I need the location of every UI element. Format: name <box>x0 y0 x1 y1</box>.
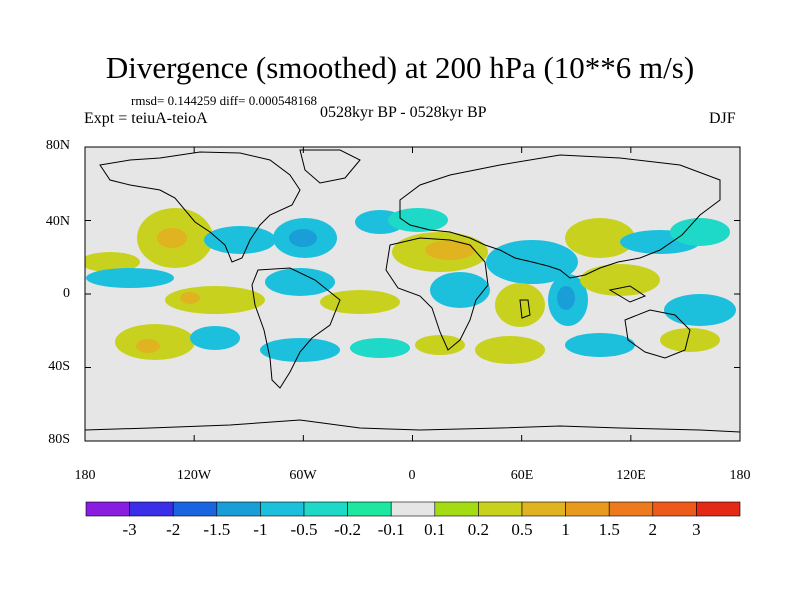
colorbar-box <box>216 501 261 517</box>
divergence-blob <box>425 240 475 260</box>
colorbar-label: 0.2 <box>467 520 490 539</box>
colorbar-box <box>696 501 741 517</box>
colorbar-box <box>85 501 130 517</box>
colorbar-label: -0.5 <box>290 520 318 539</box>
colorbar-label: -0.2 <box>334 520 362 539</box>
x-tick-label: 60W <box>289 468 317 483</box>
x-tick-label: 0 <box>408 468 416 483</box>
divergence-blob <box>289 229 317 247</box>
divergence-blob <box>350 338 410 358</box>
plot-title: Divergence (smoothed) at 200 hPa (10**6 … <box>105 50 695 85</box>
greenland-coast <box>299 149 361 184</box>
divergence-blob <box>670 218 730 246</box>
island-coast <box>519 299 531 319</box>
colorbar-label: 0.1 <box>424 520 446 539</box>
colorbar-box <box>521 501 566 517</box>
north-america-coast <box>99 151 301 263</box>
divergence-blob <box>565 333 635 357</box>
x-tick-label: 180 <box>729 468 751 483</box>
colorbar-label: 2 <box>648 520 658 539</box>
colorbar-box <box>303 501 348 517</box>
y-tick-label: 0 <box>63 286 70 301</box>
y-tick-label: 40S <box>48 359 70 374</box>
divergence-blob <box>190 326 240 350</box>
y-tick-label: 80N <box>45 138 70 153</box>
colorbar-label: -0.1 <box>377 520 405 539</box>
divergence-field <box>85 208 736 364</box>
divergence-blob <box>320 290 400 314</box>
divergence-blob <box>265 268 335 296</box>
colorbar-label: 3 <box>692 520 701 539</box>
divergence-blob <box>557 286 575 310</box>
divergence-blob <box>204 226 276 254</box>
coastlines <box>85 149 740 433</box>
divergence-blob <box>660 328 720 352</box>
colorbar-label: -1 <box>253 520 268 539</box>
africa-coast <box>385 237 489 351</box>
colorbar-label: 1.5 <box>598 520 620 539</box>
colorbar-box <box>652 501 697 517</box>
colorbar-label: -3 <box>122 520 137 539</box>
stats-line: rmsd= 0.144259 diff= 0.000548168 <box>131 93 317 108</box>
australia-coast <box>624 309 691 359</box>
divergence-blob <box>85 252 140 272</box>
colorbar-box <box>434 501 479 517</box>
colorbar-label: 1 <box>561 520 570 539</box>
colorbar-box <box>478 501 523 517</box>
experiment-label: Expt = teiuA-teioA <box>84 110 208 127</box>
divergence-blob <box>415 335 465 355</box>
divergence-blob <box>580 264 660 296</box>
divergence-blob <box>165 286 265 314</box>
season-label: DJF <box>709 110 736 127</box>
divergence-blob <box>495 283 545 327</box>
south-america-coast <box>251 267 341 389</box>
divergence-blob <box>430 272 490 308</box>
colorbar-box <box>608 501 654 517</box>
divergence-blob <box>86 268 174 288</box>
divergence-blob <box>260 338 340 362</box>
divergence-blob <box>475 336 545 364</box>
colorbar-box <box>129 501 174 517</box>
antarctica-coast <box>85 419 740 433</box>
divergence-blob <box>565 218 635 258</box>
divergence-blob <box>664 294 736 326</box>
colorbar-label: -2 <box>166 520 181 539</box>
x-tick-label: 180 <box>74 468 96 483</box>
island-coast <box>608 285 647 303</box>
x-tick-label: 120W <box>176 468 212 483</box>
divergence-blob <box>136 339 160 353</box>
colorbar <box>85 501 741 517</box>
period-label: 0528kyr BP - 0528kyr BP <box>320 104 487 121</box>
divergence-blob <box>180 292 200 304</box>
x-tick-label: 60E <box>510 468 534 483</box>
divergence-blob <box>388 208 448 232</box>
colorbar-label: 0.5 <box>511 520 533 539</box>
colorbar-box <box>260 501 305 517</box>
colorbar-label: -1.5 <box>203 520 231 539</box>
colorbar-box <box>390 501 436 517</box>
x-tick-label: 120E <box>616 468 646 483</box>
divergence-blob <box>157 228 187 248</box>
y-tick-label: 80S <box>48 432 70 447</box>
colorbar-box <box>172 501 218 517</box>
y-tick-label: 40N <box>45 214 70 229</box>
colorbar-box <box>347 501 392 517</box>
axis-ticks <box>84 146 741 442</box>
eurasia-coast <box>399 154 721 279</box>
colorbar-box <box>565 501 610 517</box>
